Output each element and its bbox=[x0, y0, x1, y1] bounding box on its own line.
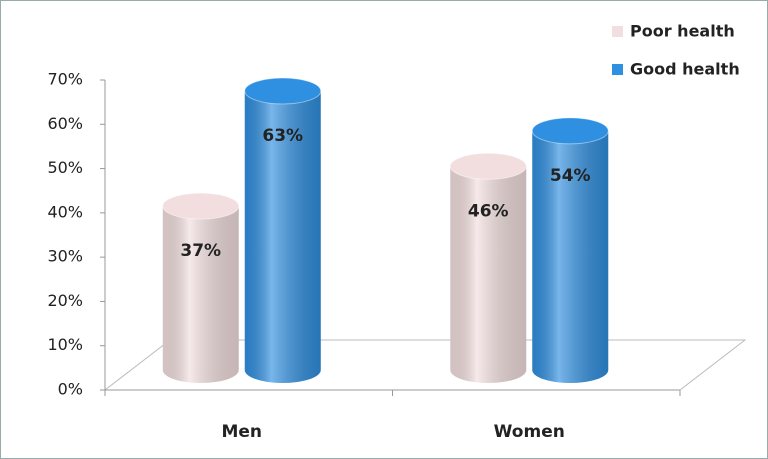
y-tick-label: 60% bbox=[47, 114, 83, 133]
value-label: 37% bbox=[180, 241, 221, 261]
cylinder-shade bbox=[162, 206, 239, 384]
cylinder-shade bbox=[532, 130, 609, 383]
y-tick-label: 40% bbox=[47, 202, 83, 221]
legend-swatch bbox=[612, 64, 623, 75]
cylinder-top bbox=[449, 152, 527, 180]
cylinder-shade bbox=[244, 91, 321, 383]
value-label: 46% bbox=[468, 201, 509, 221]
legend-label: Good health bbox=[630, 60, 740, 79]
cylinder-shade bbox=[450, 166, 527, 384]
legend-label: Poor health bbox=[630, 22, 735, 41]
cylinder-top bbox=[162, 192, 240, 220]
y-tick-label: 20% bbox=[47, 291, 83, 310]
cylinder-top bbox=[531, 117, 609, 145]
y-tick-label: 30% bbox=[47, 247, 83, 266]
legend-swatch bbox=[612, 26, 623, 37]
x-tick-label: Women bbox=[494, 422, 565, 442]
x-tick-label: Men bbox=[221, 422, 262, 442]
y-tick-label: 0% bbox=[58, 380, 83, 399]
cylinder-top bbox=[244, 77, 322, 105]
y-tick-label: 70% bbox=[47, 70, 83, 89]
y-tick-label: 50% bbox=[47, 158, 83, 177]
value-label: 63% bbox=[262, 126, 303, 146]
y-tick-label: 10% bbox=[47, 335, 83, 354]
value-label: 54% bbox=[550, 166, 591, 186]
